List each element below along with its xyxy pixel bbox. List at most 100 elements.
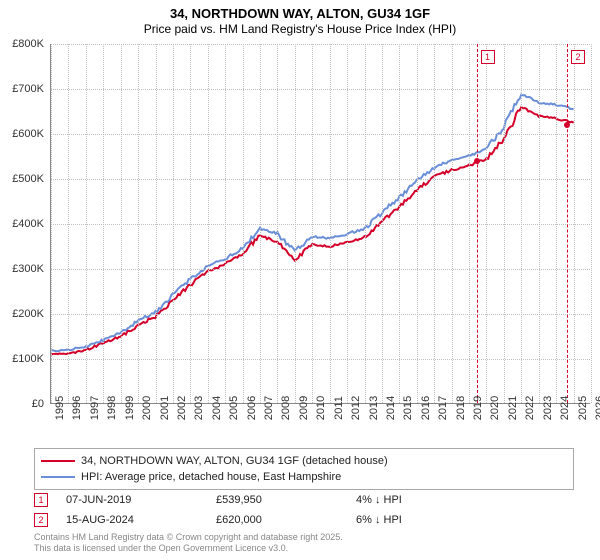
gridline-vertical — [469, 44, 470, 403]
gridline-horizontal — [51, 179, 590, 180]
legend-label: 34, NORTHDOWN WAY, ALTON, GU34 1GF (deta… — [81, 455, 388, 467]
reference-marker: 1 — [481, 50, 495, 64]
gridline-vertical — [434, 44, 435, 403]
x-tick-label: 2025 — [577, 396, 589, 420]
x-tick-label: 1995 — [54, 396, 66, 420]
plot-area: 12 — [50, 44, 590, 404]
legend-item: HPI: Average price, detached house, East… — [41, 469, 567, 485]
footer-attribution: Contains HM Land Registry data © Crown c… — [34, 532, 343, 554]
gridline-vertical — [103, 44, 104, 403]
gridline-vertical — [86, 44, 87, 403]
x-tick-label: 2020 — [489, 396, 501, 420]
y-tick-label: £800K — [12, 38, 44, 50]
gridline-vertical — [556, 44, 557, 403]
gridline-vertical — [208, 44, 209, 403]
x-tick-label: 2001 — [159, 396, 171, 420]
gridline-vertical — [243, 44, 244, 403]
x-tick-label: 2019 — [472, 396, 484, 420]
x-axis-labels: 1995199619971998199920002001200220032004… — [50, 406, 590, 446]
gridline-vertical — [51, 44, 52, 403]
x-tick-label: 2008 — [280, 396, 292, 420]
transaction-date: 07-JUN-2019 — [66, 494, 216, 506]
gridline-vertical — [539, 44, 540, 403]
x-tick-label: 2022 — [524, 396, 536, 420]
transaction-table: 1 07-JUN-2019£539,9504% ↓ HPI 2 15-AUG-2024… — [34, 490, 574, 530]
gridline-vertical — [574, 44, 575, 403]
legend-swatch — [41, 460, 75, 462]
gridline-horizontal — [51, 89, 590, 90]
x-tick-label: 2010 — [315, 396, 327, 420]
y-tick-label: £700K — [12, 83, 44, 95]
x-tick-label: 2011 — [333, 396, 345, 420]
x-tick-label: 2026 — [594, 396, 600, 420]
gridline-vertical — [260, 44, 261, 403]
x-tick-label: 1996 — [71, 396, 83, 420]
x-tick-label: 2005 — [228, 396, 240, 420]
transaction-delta: 4% ↓ HPI — [356, 494, 456, 506]
x-tick-label: 2009 — [298, 396, 310, 420]
gridline-vertical — [190, 44, 191, 403]
x-tick-label: 1997 — [89, 396, 101, 420]
y-tick-label: £600K — [12, 128, 44, 140]
legend-item: 34, NORTHDOWN WAY, ALTON, GU34 1GF (deta… — [41, 453, 567, 469]
x-tick-label: 2024 — [559, 396, 571, 420]
gridline-vertical — [382, 44, 383, 403]
x-tick-label: 2007 — [263, 396, 275, 420]
title-address: 34, NORTHDOWN WAY, ALTON, GU34 1GF — [0, 6, 600, 21]
legend-label: HPI: Average price, detached house, East… — [81, 471, 341, 483]
gridline-vertical — [486, 44, 487, 403]
gridline-vertical — [365, 44, 366, 403]
transaction-marker: 2 — [34, 513, 48, 527]
y-tick-label: £0 — [32, 398, 44, 410]
transaction-price: £539,950 — [216, 494, 356, 506]
gridline-vertical — [295, 44, 296, 403]
y-tick-label: £200K — [12, 308, 44, 320]
reference-line — [477, 44, 478, 403]
transaction-date: 15-AUG-2024 — [66, 514, 216, 526]
gridline-horizontal — [51, 134, 590, 135]
gridline-vertical — [417, 44, 418, 403]
transaction-delta: 6% ↓ HPI — [356, 514, 456, 526]
x-tick-label: 2012 — [350, 396, 362, 420]
gridline-vertical — [173, 44, 174, 403]
gridline-horizontal — [51, 359, 590, 360]
sale-point-dot — [474, 158, 480, 164]
y-tick-label: £300K — [12, 263, 44, 275]
gridline-vertical — [277, 44, 278, 403]
x-tick-label: 1999 — [124, 396, 136, 420]
x-tick-label: 2003 — [193, 396, 205, 420]
gridline-vertical — [312, 44, 313, 403]
sale-point-dot — [564, 122, 570, 128]
gridline-vertical — [330, 44, 331, 403]
x-tick-label: 2000 — [141, 396, 153, 420]
y-axis-labels: £0£100K£200K£300K£400K£500K£600K£700K£80… — [0, 44, 48, 404]
transaction-row: 1 07-JUN-2019£539,9504% ↓ HPI — [34, 490, 574, 510]
gridline-vertical — [347, 44, 348, 403]
transaction-price: £620,000 — [216, 514, 356, 526]
x-tick-label: 2016 — [420, 396, 432, 420]
x-tick-label: 1998 — [106, 396, 118, 420]
title-subtitle: Price paid vs. HM Land Registry's House … — [0, 22, 600, 36]
gridline-horizontal — [51, 44, 590, 45]
x-tick-label: 2017 — [437, 396, 449, 420]
title-block: 34, NORTHDOWN WAY, ALTON, GU34 1GF Price… — [0, 0, 600, 36]
chart-container: 34, NORTHDOWN WAY, ALTON, GU34 1GF Price… — [0, 0, 600, 560]
gridline-vertical — [521, 44, 522, 403]
gridline-vertical — [591, 44, 592, 403]
gridline-vertical — [452, 44, 453, 403]
legend-swatch — [41, 476, 75, 478]
x-tick-label: 2014 — [385, 396, 397, 420]
reference-line — [567, 44, 568, 403]
legend: 34, NORTHDOWN WAY, ALTON, GU34 1GF (deta… — [34, 448, 574, 490]
footer-line-1: Contains HM Land Registry data © Crown c… — [34, 532, 343, 543]
reference-marker: 2 — [571, 50, 585, 64]
gridline-vertical — [68, 44, 69, 403]
x-tick-label: 2006 — [246, 396, 258, 420]
gridline-vertical — [121, 44, 122, 403]
gridline-vertical — [138, 44, 139, 403]
transaction-marker: 1 — [34, 493, 48, 507]
y-tick-label: £100K — [12, 353, 44, 365]
footer-line-2: This data is licensed under the Open Gov… — [34, 543, 343, 554]
y-tick-label: £500K — [12, 173, 44, 185]
x-tick-label: 2015 — [402, 396, 414, 420]
